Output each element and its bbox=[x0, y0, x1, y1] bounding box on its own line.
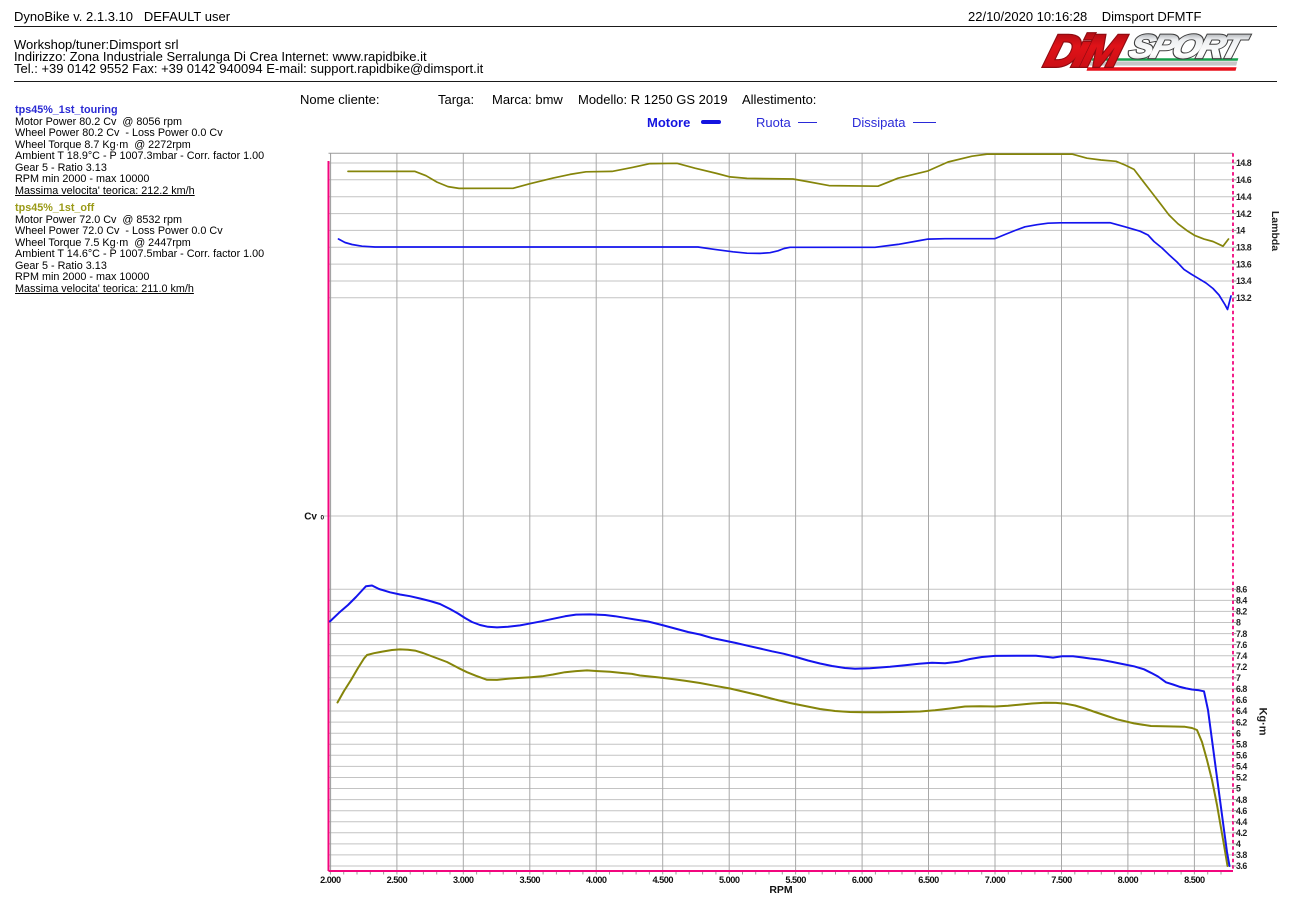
svg-text:8.2: 8.2 bbox=[1236, 607, 1247, 617]
svg-text:8.000: 8.000 bbox=[1118, 875, 1139, 885]
svg-text:8: 8 bbox=[1236, 618, 1241, 628]
svg-text:13.4: 13.4 bbox=[1236, 276, 1252, 286]
svg-text:5: 5 bbox=[1236, 784, 1241, 794]
svg-text:7.4: 7.4 bbox=[1236, 651, 1247, 661]
svg-text:14.6: 14.6 bbox=[1236, 175, 1252, 185]
svg-text:3.000: 3.000 bbox=[453, 875, 474, 885]
svg-text:5.2: 5.2 bbox=[1236, 773, 1247, 783]
svg-text:13.2: 13.2 bbox=[1236, 293, 1252, 303]
svg-text:6: 6 bbox=[1236, 728, 1241, 738]
svg-text:3.500: 3.500 bbox=[520, 875, 541, 885]
svg-text:SPORT: SPORT bbox=[1125, 29, 1252, 65]
svg-text:7.8: 7.8 bbox=[1236, 629, 1247, 639]
svg-text:4.000: 4.000 bbox=[586, 875, 607, 885]
svg-text:7: 7 bbox=[1236, 673, 1241, 683]
svg-text:13.6: 13.6 bbox=[1236, 259, 1252, 269]
svg-text:8.6: 8.6 bbox=[1236, 585, 1247, 595]
svg-text:5.6: 5.6 bbox=[1236, 751, 1247, 761]
svg-text:14.4: 14.4 bbox=[1236, 192, 1252, 202]
svg-text:4.2: 4.2 bbox=[1236, 828, 1247, 838]
svg-text:6.8: 6.8 bbox=[1236, 684, 1247, 694]
svg-text:6.4: 6.4 bbox=[1236, 706, 1247, 716]
svg-text:5.000: 5.000 bbox=[719, 875, 740, 885]
svg-text:Lambda: Lambda bbox=[1269, 211, 1281, 251]
svg-text:7.6: 7.6 bbox=[1236, 640, 1247, 650]
svg-text:Cv: Cv bbox=[304, 512, 317, 523]
svg-text:4.500: 4.500 bbox=[652, 875, 673, 885]
svg-text:Kg·m: Kg·m bbox=[1257, 707, 1269, 735]
svg-text:14.2: 14.2 bbox=[1236, 209, 1252, 219]
svg-text:7.500: 7.500 bbox=[1051, 875, 1072, 885]
svg-text:3.6: 3.6 bbox=[1236, 861, 1247, 871]
svg-text:6.2: 6.2 bbox=[1236, 717, 1247, 727]
svg-text:8.4: 8.4 bbox=[1236, 596, 1247, 606]
svg-text:4: 4 bbox=[1236, 839, 1241, 849]
svg-text:7.2: 7.2 bbox=[1236, 662, 1247, 672]
svg-text:SPORT: SPORT bbox=[1125, 29, 1252, 65]
svg-text:3.8: 3.8 bbox=[1236, 850, 1247, 860]
svg-text:2.000: 2.000 bbox=[320, 875, 341, 885]
svg-text:14: 14 bbox=[1236, 226, 1245, 236]
svg-text:RPM: RPM bbox=[769, 884, 793, 896]
svg-text:7.000: 7.000 bbox=[985, 875, 1006, 885]
svg-text:4.4: 4.4 bbox=[1236, 817, 1247, 827]
svg-text:5.4: 5.4 bbox=[1236, 762, 1247, 772]
svg-text:14.8: 14.8 bbox=[1236, 158, 1252, 168]
svg-text:6.6: 6.6 bbox=[1236, 695, 1247, 705]
svg-text:0: 0 bbox=[321, 515, 325, 522]
svg-text:2.500: 2.500 bbox=[387, 875, 408, 885]
svg-text:5.8: 5.8 bbox=[1236, 740, 1247, 750]
svg-text:4.6: 4.6 bbox=[1236, 806, 1247, 816]
svg-text:6.500: 6.500 bbox=[918, 875, 939, 885]
svg-text:4.8: 4.8 bbox=[1236, 795, 1247, 805]
svg-text:5.500: 5.500 bbox=[785, 875, 806, 885]
svg-text:6.000: 6.000 bbox=[852, 875, 873, 885]
svg-text:13.8: 13.8 bbox=[1236, 242, 1252, 252]
svg-text:8.500: 8.500 bbox=[1184, 875, 1205, 885]
